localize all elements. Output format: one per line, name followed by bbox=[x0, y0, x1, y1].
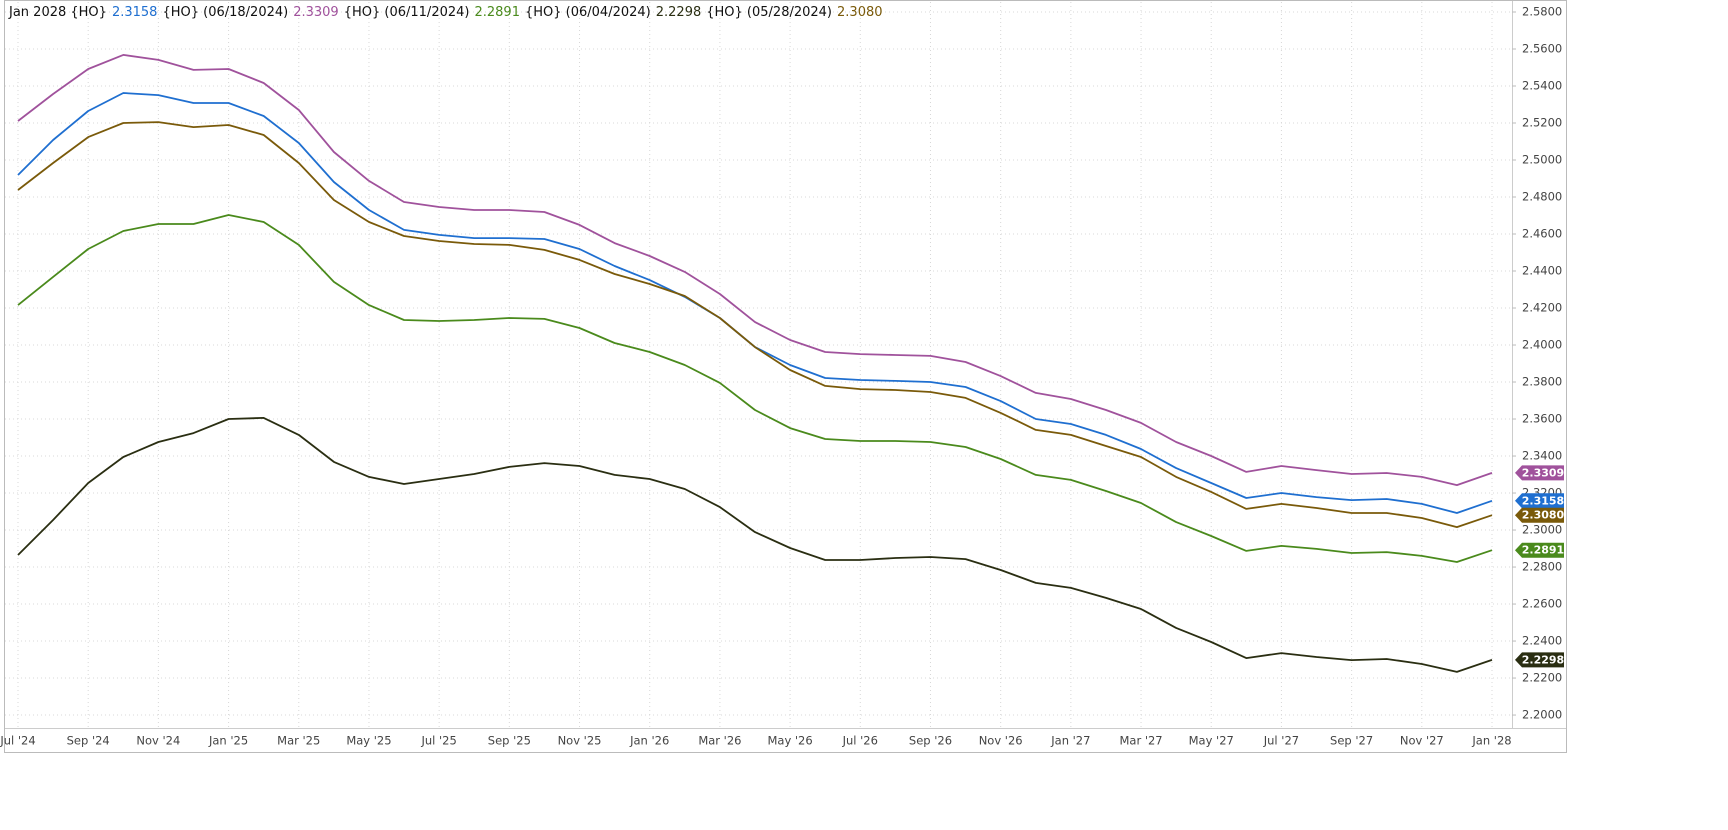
y-tick-label: 2.4800 bbox=[1522, 190, 1562, 204]
series-lines bbox=[17, 54, 1493, 673]
x-tick-label: Jul '26 bbox=[842, 734, 878, 748]
x-tick-label: Sep '26 bbox=[909, 734, 952, 748]
price-tag: 2.2298 bbox=[1515, 652, 1564, 668]
y-tick-label: 2.4200 bbox=[1522, 301, 1562, 315]
x-tick-label: Sep '25 bbox=[488, 734, 531, 748]
x-tick-label: Jan '27 bbox=[1050, 734, 1090, 748]
price-tag: 2.3080 bbox=[1515, 507, 1565, 523]
chart-frame bbox=[4, 0, 1567, 753]
series-line bbox=[17, 121, 1493, 528]
y-tick-label: 2.4600 bbox=[1522, 227, 1562, 241]
legend: Jan 2028 {HO} 2.3158 {HO} (06/18/2024) 2.33… bbox=[8, 5, 883, 20]
x-tick-label: Jan '26 bbox=[629, 734, 669, 748]
legend-name: {HO} (06/11/2024) bbox=[344, 5, 470, 20]
legend-name: {HO} (06/18/2024) bbox=[162, 5, 288, 20]
price-tag-shape bbox=[1515, 465, 1564, 481]
series-line bbox=[17, 54, 1493, 486]
x-tick-label: May '26 bbox=[767, 734, 812, 748]
price-tag: 2.2891 bbox=[1515, 542, 1564, 558]
price-tag-label: 2.3158 bbox=[1522, 494, 1564, 507]
x-tick-label: Mar '27 bbox=[1119, 734, 1162, 748]
legend-name: {HO} (06/04/2024) bbox=[525, 5, 651, 20]
y-tick-label: 2.3600 bbox=[1522, 412, 1562, 426]
x-tick-label: Mar '25 bbox=[277, 734, 320, 748]
price-tag-shape bbox=[1515, 652, 1564, 668]
y-tick-label: 2.2000 bbox=[1522, 708, 1562, 722]
x-tick-label: Nov '25 bbox=[558, 734, 602, 748]
y-tick-label: 2.4000 bbox=[1522, 338, 1562, 352]
x-tick-label: Jul '27 bbox=[1263, 734, 1299, 748]
price-tag: 2.3158 bbox=[1515, 493, 1564, 509]
grid bbox=[5, 2, 1516, 728]
y-tick-label: 2.5800 bbox=[1522, 4, 1562, 18]
x-tick-label: Jan '28 bbox=[1471, 734, 1511, 748]
legend-value: 2.3309 bbox=[293, 5, 339, 20]
y-tick-label: 2.2800 bbox=[1522, 560, 1562, 574]
legend-name: {HO} (05/28/2024) bbox=[706, 5, 832, 20]
y-tick-label: 2.4400 bbox=[1522, 264, 1562, 278]
x-tick-label: May '27 bbox=[1189, 734, 1234, 748]
y-tick-label: 2.5000 bbox=[1522, 153, 1562, 167]
price-tag-label: 2.3080 bbox=[1522, 509, 1565, 522]
price-tag-label: 2.2891 bbox=[1522, 544, 1564, 557]
price-tag-shape bbox=[1515, 507, 1564, 523]
y-tick-label: 2.2200 bbox=[1522, 671, 1562, 685]
y-tick-label: 2.3000 bbox=[1522, 523, 1562, 537]
price-tag-shape bbox=[1515, 493, 1564, 509]
axis-labels: 2.20002.22002.24002.26002.28002.30002.32… bbox=[0, 4, 1562, 747]
y-tick-label: 2.2400 bbox=[1522, 634, 1562, 648]
price-tag: 2.3309 bbox=[1515, 465, 1564, 481]
x-tick-label: Jul '25 bbox=[420, 734, 456, 748]
y-tick-label: 2.5400 bbox=[1522, 78, 1562, 92]
series-line bbox=[17, 214, 1493, 563]
x-tick-label: Mar '26 bbox=[698, 734, 741, 748]
x-tick-label: Jul '24 bbox=[0, 734, 36, 748]
x-tick-label: Sep '27 bbox=[1330, 734, 1373, 748]
legend-value: 2.2298 bbox=[656, 5, 702, 20]
series-line bbox=[17, 417, 1493, 673]
y-tick-label: 2.2600 bbox=[1522, 597, 1562, 611]
legend-value: 2.3080 bbox=[837, 5, 883, 20]
x-tick-label: Jan '25 bbox=[208, 734, 248, 748]
y-tick-label: 2.5600 bbox=[1522, 41, 1562, 55]
legend-value: 2.3158 bbox=[112, 5, 158, 20]
x-tick-label: Nov '26 bbox=[979, 734, 1023, 748]
x-tick-label: Sep '24 bbox=[67, 734, 110, 748]
y-tick-label: 2.3800 bbox=[1522, 375, 1562, 389]
price-tag-label: 2.2298 bbox=[1522, 653, 1564, 666]
legend-value: 2.2891 bbox=[474, 5, 520, 20]
y-tick-label: 2.5200 bbox=[1522, 116, 1562, 130]
price-tag-label: 2.3309 bbox=[1522, 466, 1564, 479]
x-tick-label: Nov '27 bbox=[1400, 734, 1444, 748]
price-tag-shape bbox=[1515, 542, 1564, 558]
legend-name: Jan 2028 {HO} bbox=[8, 5, 107, 20]
x-tick-label: Nov '24 bbox=[136, 734, 180, 748]
y-tick-label: 2.3400 bbox=[1522, 449, 1562, 463]
x-tick-label: May '25 bbox=[346, 734, 391, 748]
